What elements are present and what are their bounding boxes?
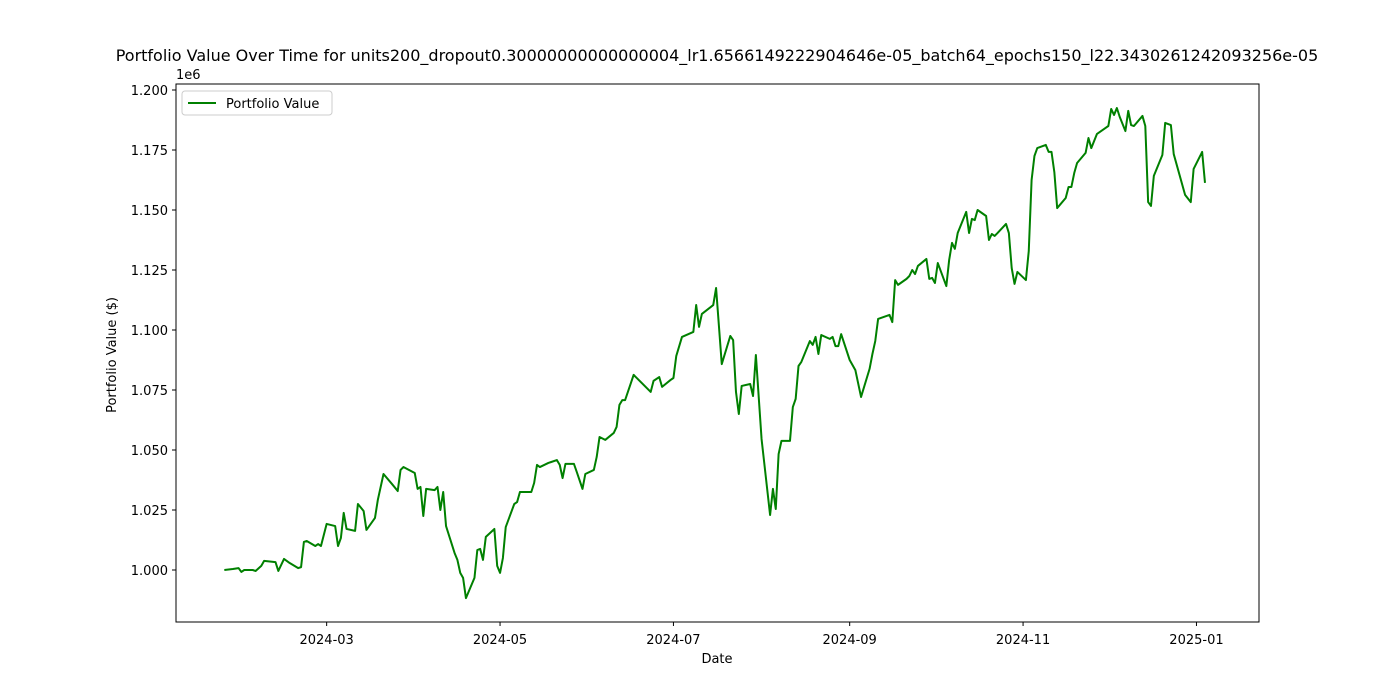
x-tick-label: 2024-09	[823, 633, 877, 648]
y-tick-label: 1.125	[131, 264, 168, 279]
y-tick-label: 1.000	[131, 564, 168, 579]
y-tick-label: 1.050	[131, 444, 168, 459]
x-tick-label: 2024-05	[473, 633, 527, 648]
y-tick-label: 1.175	[131, 144, 168, 159]
y-tick-label: 1.150	[131, 204, 168, 219]
x-axis-label: Date	[701, 652, 732, 667]
x-tick-label: 2025-01	[1169, 633, 1223, 648]
chart-title: Portfolio Value Over Time for units200_d…	[116, 46, 1319, 66]
x-tick-label: 2024-11	[996, 633, 1050, 648]
y-offset-text: 1e6	[176, 68, 201, 83]
y-tick-label: 1.075	[131, 384, 168, 399]
y-axis-label: Portfolio Value ($)	[105, 297, 120, 413]
x-tick-label: 2024-07	[646, 633, 700, 648]
legend-box	[181, 90, 333, 116]
legend-label: Portfolio Value	[226, 97, 319, 112]
series-line	[224, 107, 1206, 600]
y-tick-label: 1.200	[131, 84, 168, 99]
x-tick-label: 2024-03	[299, 633, 353, 648]
plot-frame	[175, 83, 1260, 623]
y-tick-label: 1.025	[131, 504, 168, 519]
y-tick-label: 1.100	[131, 324, 168, 339]
